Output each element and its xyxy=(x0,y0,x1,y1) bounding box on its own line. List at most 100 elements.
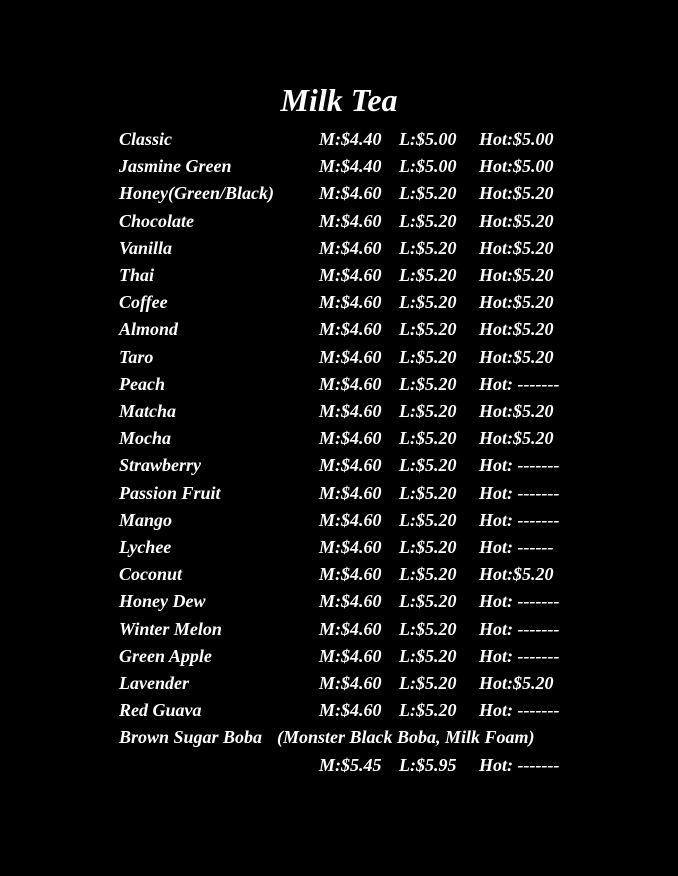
price-large: L:$5.20 xyxy=(399,564,457,585)
menu-item: Honey Dew M:$4.60 L:$5.20 Hot: ------- xyxy=(0,590,678,612)
price-hot: Hot:$5.20 xyxy=(479,183,554,204)
item-name: Red Guava xyxy=(119,700,202,721)
price-large: L:$5.20 xyxy=(399,401,457,421)
menu-item: Jasmine Green M:$4.40 L:$5.00 Hot:$5.00 xyxy=(0,155,678,177)
menu-item: Mocha M:$4.60 L:$5.20 Hot:$5.20 xyxy=(0,427,678,449)
item-name: Classic xyxy=(119,129,173,149)
item-name: Mocha xyxy=(119,428,172,449)
menu-item: Taro M:$4.60 L:$5.20 Hot:$5.20 xyxy=(0,346,678,368)
price-medium: M:$4.60 xyxy=(319,346,382,367)
item-name: Green Apple xyxy=(119,645,212,666)
price-medium: M:$4.60 xyxy=(319,373,382,394)
price-medium: M:$4.60 xyxy=(319,455,382,476)
menu-item: Passion Fruit M:$4.60 L:$5.20 Hot: ------- xyxy=(0,482,678,504)
price-large: L:$5.20 xyxy=(399,591,457,612)
price-medium: M:$4.60 xyxy=(319,700,382,721)
price-medium: M:$4.60 xyxy=(319,564,382,585)
item-name: Coconut xyxy=(119,564,183,585)
item-name: Lavender xyxy=(119,673,189,693)
price-large: L:$5.20 xyxy=(399,509,457,530)
price-hot: Hot: ------- xyxy=(479,373,560,394)
price-medium: M:$4.40 xyxy=(319,129,382,149)
item-name: Almond xyxy=(119,319,179,340)
price-medium: M:$4.60 xyxy=(319,183,382,204)
item-name: Jasmine Green xyxy=(119,156,232,177)
item-name: Vanilla xyxy=(119,237,173,258)
price-hot: Hot:$5.20 xyxy=(479,346,554,367)
price-medium: M:$4.60 xyxy=(319,482,382,503)
price-medium: M:$4.60 xyxy=(319,645,382,666)
price-medium: M:$4.60 xyxy=(319,591,382,612)
price-hot: Hot:$5.20 xyxy=(479,210,554,231)
price-hot: Hot: ------- xyxy=(479,754,560,775)
menu-item-brown-sugar-boba: Brown Sugar Boba (Monster Black Boba, Mi… xyxy=(0,726,678,748)
price-medium: M:$4.60 xyxy=(319,237,382,258)
menu-item: Strawberry M:$4.60 L:$5.20 Hot: ------- xyxy=(0,454,678,476)
price-hot: Hot:$5.20 xyxy=(479,564,554,585)
price-medium: M:$4.60 xyxy=(319,401,382,421)
price-hot: Hot:$5.20 xyxy=(479,319,554,340)
price-hot: Hot:$5.00 xyxy=(479,156,554,177)
price-hot: Hot:$5.20 xyxy=(479,292,554,313)
menu-item: Thai M:$4.60 L:$5.20 Hot:$5.20 xyxy=(0,264,678,286)
price-large: L:$5.00 xyxy=(399,156,457,177)
price-hot: Hot: ------- xyxy=(479,618,560,639)
price-large: L:$5.20 xyxy=(399,537,457,557)
price-hot: Hot:$5.20 xyxy=(479,673,554,693)
item-name: Chocolate xyxy=(119,210,194,231)
item-name: Lychee xyxy=(119,537,172,557)
price-large: L:$5.20 xyxy=(399,482,457,503)
menu-item: Green Apple M:$4.60 L:$5.20 Hot: ------- xyxy=(0,645,678,667)
price-hot: Hot: ------- xyxy=(479,482,560,503)
price-hot: Hot:$5.00 xyxy=(479,129,554,149)
item-name: Brown Sugar Boba xyxy=(119,727,263,748)
item-name: Thai xyxy=(119,265,155,285)
item-name: Coffee xyxy=(119,292,168,313)
menu-item: Almond M:$4.60 L:$5.20 Hot:$5.20 xyxy=(0,318,678,340)
item-name: Honey(Green/Black) xyxy=(119,183,274,204)
price-large: L:$5.20 xyxy=(399,428,457,449)
price-medium: M:$4.60 xyxy=(319,428,382,449)
menu-title: Milk Tea xyxy=(280,82,398,118)
item-name: Peach xyxy=(119,373,165,394)
price-large: L:$5.20 xyxy=(399,265,457,285)
price-large: L:$5.20 xyxy=(399,700,457,721)
item-name: Winter Melon xyxy=(119,618,222,639)
price-large: L:$5.20 xyxy=(399,373,457,394)
price-large: L:$5.20 xyxy=(399,455,457,476)
price-medium: M:$4.60 xyxy=(319,319,382,340)
price-medium: M:$4.60 xyxy=(319,292,382,313)
menu-item: Classic M:$4.40 L:$5.00 Hot:$5.00 xyxy=(0,128,678,150)
price-medium: M:$4.60 xyxy=(319,265,382,285)
price-medium: M:$4.60 xyxy=(319,509,382,530)
price-large: L:$5.20 xyxy=(399,292,457,313)
item-name: Matcha xyxy=(119,401,177,421)
menu-item: Mango M:$4.60 L:$5.20 Hot: ------- xyxy=(0,509,678,531)
price-hot: Hot: ------- xyxy=(479,645,560,666)
price-medium: M:$4.40 xyxy=(319,156,382,177)
price-large: L:$5.20 xyxy=(399,673,457,693)
item-name: Strawberry xyxy=(119,455,202,476)
price-large: L:$5.20 xyxy=(399,183,457,204)
menu-item: Honey(Green/Black) M:$4.60 L:$5.20 Hot:$5.2… xyxy=(0,182,678,204)
menu-item: Vanilla M:$4.60 L:$5.20 Hot:$5.20 xyxy=(0,237,678,259)
price-hot: Hot:$5.20 xyxy=(479,401,554,421)
menu-item: Coffee M:$4.60 L:$5.20 Hot:$5.20 xyxy=(0,291,678,313)
price-hot: Hot: ------- xyxy=(479,455,560,476)
item-name: Mango xyxy=(119,509,173,530)
price-hot: Hot:$5.20 xyxy=(479,265,554,285)
price-large: L:$5.20 xyxy=(399,210,457,231)
price-hot: Hot: ------- xyxy=(479,591,560,612)
price-medium: M:$4.60 xyxy=(319,210,382,231)
menu-item: Winter Melon M:$4.60 L:$5.20 Hot: ------- xyxy=(0,618,678,640)
item-name: Passion Fruit xyxy=(119,482,221,503)
menu-item: Chocolate M:$4.60 L:$5.20 Hot:$5.20 xyxy=(0,210,678,232)
price-large: L:$5.20 xyxy=(399,319,457,340)
menu-item: Red Guava M:$4.60 L:$5.20 Hot: ------- xyxy=(0,699,678,721)
price-medium: M:$4.60 xyxy=(319,537,382,557)
item-name: Taro xyxy=(119,346,154,367)
price-large: L:$5.20 xyxy=(399,645,457,666)
menu-item: Coconut M:$4.60 L:$5.20 Hot:$5.20 xyxy=(0,563,678,585)
price-hot: Hot: ------- xyxy=(479,700,560,721)
price-medium: M:$4.60 xyxy=(319,618,382,639)
